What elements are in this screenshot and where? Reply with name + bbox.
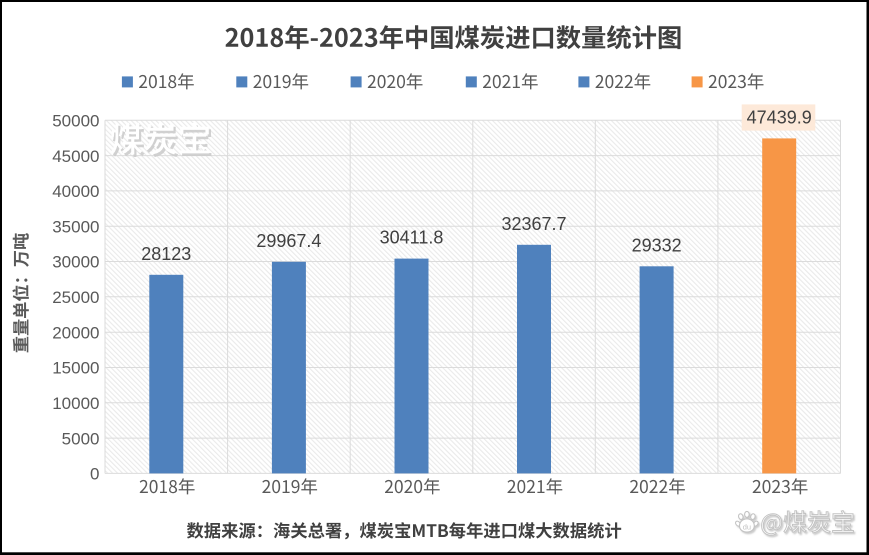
svg-text:50000: 50000 bbox=[52, 112, 99, 131]
svg-text:32367.7: 32367.7 bbox=[501, 214, 566, 234]
svg-text:29967.4: 29967.4 bbox=[256, 231, 321, 251]
svg-text:15000: 15000 bbox=[52, 359, 99, 378]
svg-text:30411.8: 30411.8 bbox=[380, 228, 444, 248]
svg-text:29332: 29332 bbox=[632, 235, 682, 255]
svg-text:0: 0 bbox=[90, 465, 99, 484]
svg-text:20000: 20000 bbox=[52, 323, 99, 342]
svg-text:25000: 25000 bbox=[52, 288, 99, 307]
svg-text:28123: 28123 bbox=[141, 244, 191, 264]
svg-text:40000: 40000 bbox=[52, 182, 99, 201]
svg-text:47439.9: 47439.9 bbox=[747, 107, 812, 127]
svg-text:30000: 30000 bbox=[52, 253, 99, 272]
svg-text:du: du bbox=[743, 522, 751, 531]
svg-text:10000: 10000 bbox=[52, 394, 99, 413]
svg-text:5000: 5000 bbox=[62, 429, 100, 448]
svg-text:35000: 35000 bbox=[52, 217, 99, 236]
svg-text:45000: 45000 bbox=[52, 147, 99, 166]
